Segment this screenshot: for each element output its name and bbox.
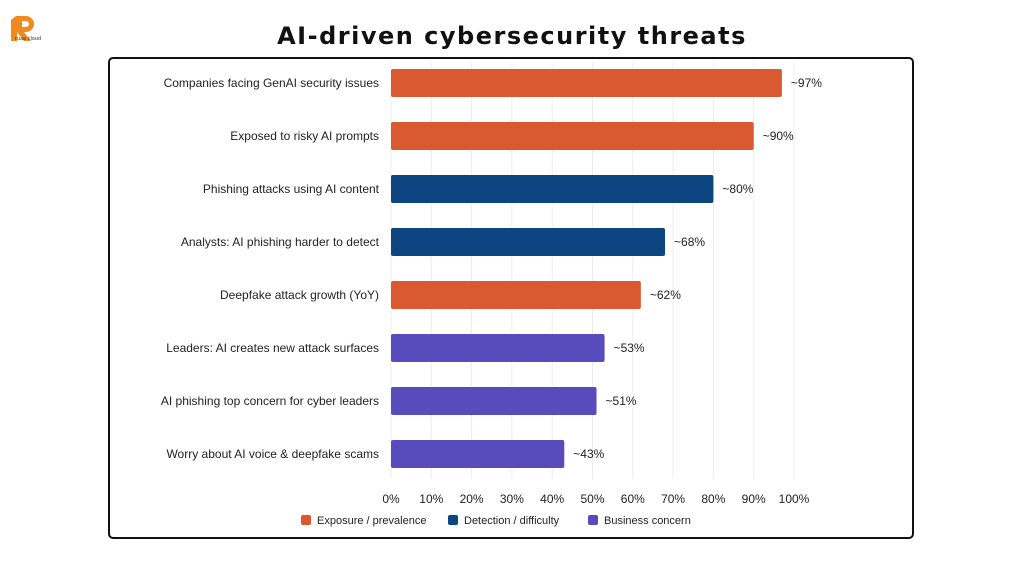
value-label: ~53% [614, 341, 645, 355]
x-tick-label: 30% [500, 492, 524, 506]
category-label: Analysts: AI phishing harder to detect [181, 235, 380, 249]
value-label: ~62% [650, 288, 681, 302]
bar [391, 281, 641, 309]
legend-label: Business concern [604, 515, 691, 527]
bar [391, 228, 666, 256]
x-tick-label: 90% [742, 492, 766, 506]
value-label: ~80% [722, 182, 753, 196]
value-label: ~68% [674, 235, 705, 249]
x-tick-label: 100% [779, 492, 810, 506]
legend-label: Exposure / prevalence [317, 515, 426, 527]
category-label: Companies facing GenAI security issues [164, 76, 379, 90]
bar [391, 387, 597, 415]
x-tick-label: 0% [382, 492, 400, 506]
x-tick-label: 70% [661, 492, 685, 506]
x-tick-label: 50% [580, 492, 604, 506]
chart-card: 0% 10% 20% 30% 40% 50% 60% 70% 80% 90% 100% Compani… [108, 57, 914, 539]
category-label: Leaders: AI creates new attack surfaces [166, 341, 379, 355]
ruaa-cloud-logo-icon [11, 16, 34, 41]
category-label: Phishing attacks using AI content [203, 182, 380, 196]
bar [391, 334, 605, 362]
x-tick-label: 40% [540, 492, 564, 506]
bar [391, 69, 782, 97]
category-label: Deepfake attack growth (YoY) [220, 288, 379, 302]
page-title: AI-driven cybersecurity threats [277, 22, 747, 50]
bar [391, 175, 714, 203]
value-label: ~97% [791, 76, 822, 90]
x-tick-label: 80% [701, 492, 725, 506]
category-label: Exposed to risky AI prompts [230, 129, 379, 143]
category-label: AI phishing top concern for cyber leader… [161, 394, 379, 408]
legend-swatch [448, 515, 458, 525]
x-tick-label: 20% [460, 492, 484, 506]
value-label: ~51% [606, 394, 637, 408]
bar-chart: 0% 10% 20% 30% 40% 50% 60% 70% 80% 90% 100% Compani… [161, 63, 822, 527]
legend-label: Detection / difficulty [464, 515, 560, 527]
value-label: ~43% [573, 447, 604, 461]
x-tick-label: 60% [621, 492, 645, 506]
value-label: ~90% [763, 129, 794, 143]
category-label: Worry about AI voice & deepfake scams [166, 447, 379, 461]
legend-swatch [588, 515, 598, 525]
brand-name: ruaa cloud [14, 36, 42, 42]
x-tick-label: 10% [419, 492, 443, 506]
legend-swatch [301, 515, 311, 525]
bar [391, 440, 565, 468]
bar [391, 122, 754, 150]
